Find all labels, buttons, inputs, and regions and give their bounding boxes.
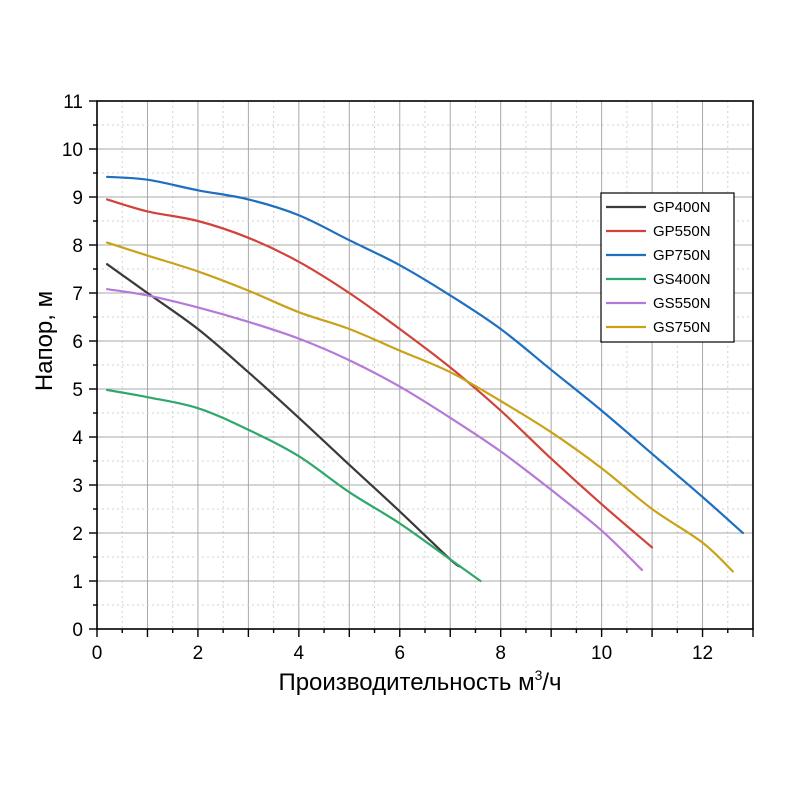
y-tick-label: 0 bbox=[72, 620, 83, 641]
series-line-gs400n bbox=[105, 388, 482, 583]
y-tick-label: 3 bbox=[72, 476, 83, 497]
legend: GP400N GP550N GP750N GS400N GS550N GS750N bbox=[600, 192, 735, 343]
x-tick-label: 2 bbox=[193, 643, 204, 664]
legend-label-gp400n: GP400N bbox=[653, 199, 711, 216]
legend-label-gs550n: GS550N bbox=[653, 295, 711, 312]
legend-label-gs400n: GS400N bbox=[653, 271, 711, 288]
x-tick-label: 6 bbox=[394, 643, 405, 664]
series-line-gp550n bbox=[105, 198, 654, 549]
series-line-gs750n bbox=[105, 241, 734, 573]
y-tick-label: 4 bbox=[72, 428, 83, 449]
x-axis-title-sup: 3 bbox=[535, 667, 543, 683]
y-tick-label: 9 bbox=[72, 188, 83, 209]
y-tick-label: 5 bbox=[72, 380, 83, 401]
y-tick-label: 7 bbox=[72, 284, 83, 305]
x-tick-label: 4 bbox=[294, 643, 305, 664]
legend-box bbox=[600, 192, 735, 343]
series-line-gp750n bbox=[105, 175, 745, 535]
y-tick-label: 11 bbox=[63, 92, 83, 113]
y-axis-title: Напор, м bbox=[31, 291, 58, 391]
y-tick-label: 2 bbox=[72, 524, 83, 545]
axis-ticks bbox=[89, 100, 754, 637]
legend-label-gp550n: GP550N bbox=[653, 223, 711, 240]
x-axis-title: Производительность м3/ч bbox=[278, 667, 561, 696]
x-tick-label: 10 bbox=[591, 643, 612, 664]
y-tick-label: 6 bbox=[72, 332, 83, 353]
y-tick-label: 1 bbox=[72, 572, 83, 593]
plot-area bbox=[105, 175, 745, 583]
plot-frame bbox=[96, 100, 754, 630]
x-tick-label: 0 bbox=[92, 643, 103, 664]
x-axis-title-main: Производительность м bbox=[278, 669, 534, 696]
y-tick-label: 10 bbox=[62, 140, 83, 161]
legend-label-gs750n: GS750N bbox=[653, 319, 711, 336]
x-tick-label: 12 bbox=[692, 643, 713, 664]
legend-label-gp750n: GP750N bbox=[653, 247, 711, 264]
x-axis-title-tail: /ч bbox=[542, 669, 561, 696]
y-tick-label: 8 bbox=[72, 236, 83, 257]
grid bbox=[97, 101, 753, 629]
series-line-gp400n bbox=[105, 263, 462, 568]
x-tick-label: 8 bbox=[495, 643, 506, 664]
series-line-gs550n bbox=[105, 288, 644, 572]
